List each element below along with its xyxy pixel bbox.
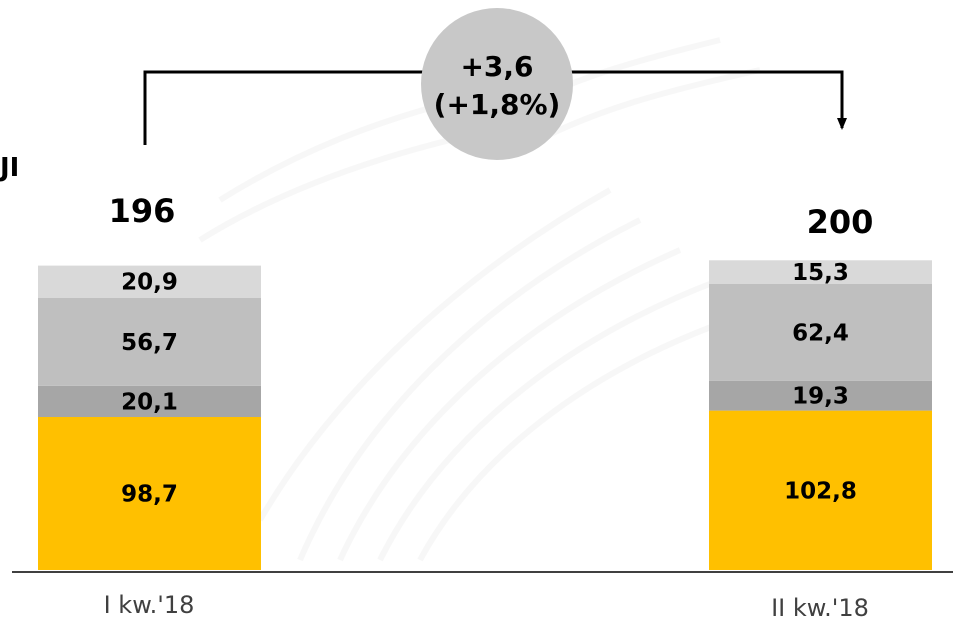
total-label: 196 — [109, 192, 176, 230]
bar-segment — [38, 385, 261, 417]
bar-segment — [38, 297, 261, 386]
category-label: II kw.'18 — [771, 594, 869, 620]
category-label: I kw.'18 — [104, 591, 195, 619]
bar-segment-label: 20,1 — [121, 389, 178, 415]
bar-segment-label: 20,9 — [121, 270, 178, 296]
bar-segment-label: 98,7 — [121, 482, 178, 508]
bar-segment — [709, 410, 932, 570]
total-label: 200 — [807, 203, 874, 241]
bar-segment-label: 102,8 — [784, 478, 857, 504]
bar-segment-label: 19,3 — [792, 384, 849, 410]
bars-group: 98,7 20,1 56,7 20,9 102,8 19,3 62,4 15,3 — [38, 260, 932, 570]
bar-segment — [709, 380, 932, 411]
bar-segment — [38, 417, 261, 570]
bar-segment-label: 62,4 — [792, 320, 849, 346]
partial-left-label: JI — [0, 153, 19, 183]
bar-segment-label: 56,7 — [121, 330, 178, 356]
change-absolute-label: +3,6 — [460, 50, 533, 83]
change-bubble — [421, 8, 573, 160]
bar-segment — [38, 265, 261, 298]
bar-segment — [709, 260, 932, 284]
change-connector: +3,6 (+1,8%) — [143, 8, 847, 160]
change-percent-label: (+1,8%) — [434, 88, 561, 121]
bar-segment — [709, 284, 932, 381]
bar-segment-label: 15,3 — [792, 260, 849, 286]
